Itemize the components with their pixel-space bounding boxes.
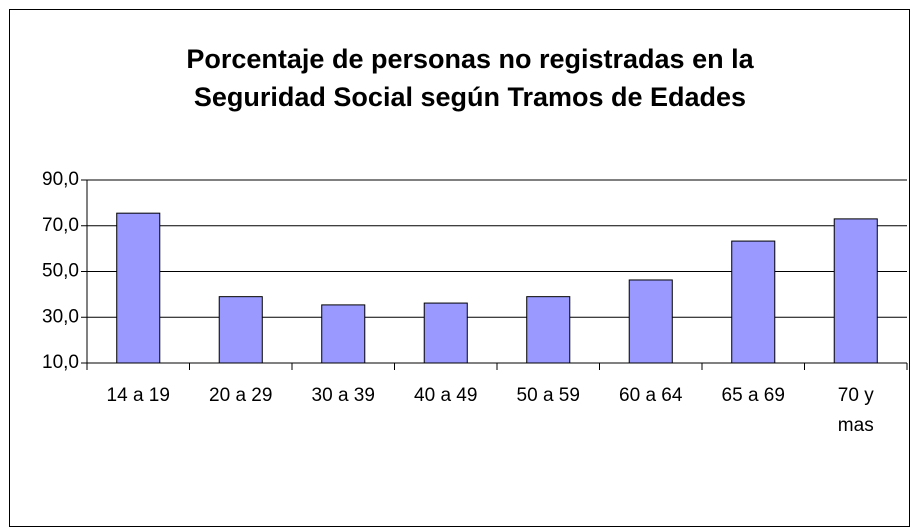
bar bbox=[423, 302, 468, 364]
y-tick-label: 30,0 bbox=[42, 306, 79, 327]
x-tick-label: 65 a 69 bbox=[721, 385, 785, 406]
x-tick-label: 30 a 39 bbox=[311, 385, 375, 406]
chart-title: Porcentaje de personas no registradas en… bbox=[186, 44, 754, 112]
bar bbox=[218, 296, 263, 364]
x-tick-label: 20 a 29 bbox=[209, 385, 273, 406]
y-tick-label: 50,0 bbox=[42, 261, 79, 282]
bar bbox=[833, 218, 878, 364]
bar bbox=[526, 296, 571, 364]
y-tick-label: 10,0 bbox=[42, 352, 79, 373]
bar bbox=[321, 304, 366, 364]
x-tick-label: 14 a 19 bbox=[106, 385, 170, 406]
x-tick-label: 70 y mas bbox=[837, 385, 874, 436]
y-tick-label: 90,0 bbox=[42, 169, 79, 190]
bar bbox=[731, 240, 776, 364]
bar bbox=[628, 279, 673, 364]
x-tick-label: 40 a 49 bbox=[414, 385, 478, 406]
y-tick-label: 70,0 bbox=[42, 215, 79, 236]
x-tick-label: 60 a 64 bbox=[619, 385, 683, 406]
x-tick-label: 50 a 59 bbox=[516, 385, 580, 406]
bar bbox=[116, 212, 161, 364]
